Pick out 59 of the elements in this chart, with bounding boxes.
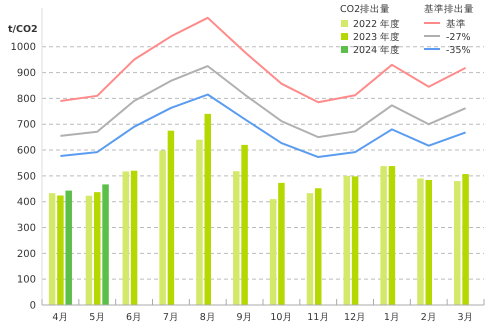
legend-label: 2022 年度 <box>353 18 400 30</box>
x-tick-label: 10月 <box>270 312 292 323</box>
bar <box>278 182 285 305</box>
x-tick-label: 6月 <box>126 312 142 323</box>
x-tick-label: 1月 <box>384 312 400 323</box>
bar <box>122 171 130 305</box>
bar <box>48 193 56 305</box>
bar <box>102 184 109 305</box>
x-tick-label: 5月 <box>89 312 106 323</box>
bar <box>352 176 358 305</box>
annotation: 基準排出量 <box>424 3 474 15</box>
x-tick-label: 2月 <box>420 312 437 323</box>
y-tick-label: 200 <box>16 248 36 260</box>
bar <box>233 171 240 305</box>
x-tick-label: 9月 <box>236 312 253 323</box>
bar <box>426 180 432 305</box>
bar <box>380 166 387 305</box>
bar <box>241 144 248 305</box>
x-tick-label: 4月 <box>52 312 68 323</box>
legend-label: -35% <box>446 45 471 56</box>
y-tick-label: 500 <box>16 171 36 182</box>
bar <box>86 196 92 305</box>
bar <box>417 178 424 305</box>
y-tick-label: 400 <box>16 197 36 208</box>
bar <box>388 166 396 305</box>
bar <box>159 150 166 305</box>
y-tick-label: 600 <box>16 146 36 157</box>
legend-title: CO2排出量 <box>340 3 390 15</box>
x-tick-label: 3月 <box>458 312 474 323</box>
bar <box>306 193 314 305</box>
x-tick-label: 11月 <box>307 312 330 323</box>
bar <box>462 174 469 305</box>
x-tick-label: 12月 <box>344 312 366 323</box>
bar <box>315 188 322 305</box>
bar <box>270 199 276 305</box>
bar <box>57 195 64 305</box>
bar <box>344 176 350 305</box>
y-tick-label: 300 <box>16 223 36 234</box>
bar <box>65 190 72 305</box>
bar <box>454 181 461 305</box>
line-series <box>59 94 467 158</box>
y-tick-label: 900 <box>16 68 36 80</box>
legend-label: 基準 <box>446 18 466 30</box>
x-tick-label: 8月 <box>200 312 216 323</box>
bar <box>130 170 138 305</box>
y-axis-title: t/CO2 <box>8 24 38 35</box>
y-tick-label: 1000 <box>10 42 36 54</box>
y-tick-label: 700 <box>16 120 36 131</box>
legend-label: 2023 年度 <box>353 31 400 43</box>
legend-label: -27% <box>446 32 471 43</box>
bar <box>94 192 100 305</box>
x-tick-label: 7月 <box>162 312 179 323</box>
y-tick-label: 800 <box>16 94 36 105</box>
bar <box>204 114 211 305</box>
bar <box>196 140 203 305</box>
legend-label: 2024 年度 <box>353 44 400 56</box>
bar <box>168 130 174 305</box>
y-tick-label: 0 <box>30 300 36 312</box>
y-tick-label: 100 <box>16 274 36 286</box>
